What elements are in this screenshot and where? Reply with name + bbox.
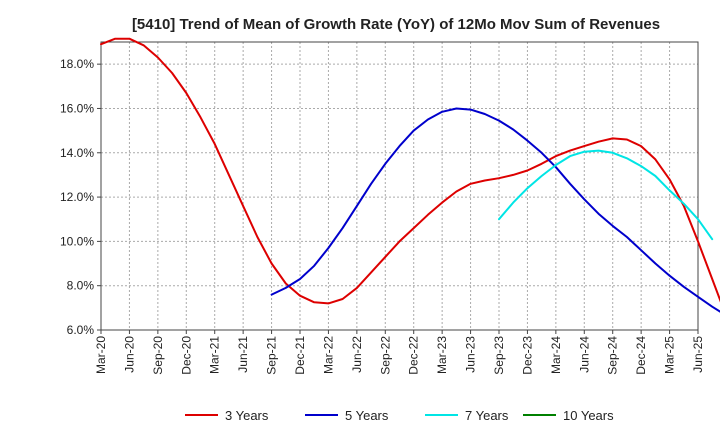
x-tick-label: Jun-22 (350, 336, 364, 373)
x-tick-label: Mar-22 (321, 336, 335, 374)
legend-label: 3 Years (225, 408, 269, 423)
x-tick-label: Mar-24 (549, 336, 563, 374)
legend-label: 5 Years (345, 408, 389, 423)
chart-title: [5410] Trend of Mean of Growth Rate (YoY… (132, 16, 660, 33)
legend-item: 3 Years (185, 408, 269, 423)
x-tick-label: Mar-25 (663, 336, 677, 374)
x-tick-label: Jun-24 (577, 336, 591, 373)
x-tick-label: Sep-24 (606, 336, 620, 375)
y-tick-label: 16.0% (60, 101, 94, 115)
legend: 3 Years 5 Years 7 Years 10 Years (185, 408, 614, 423)
series-line-7-years (498, 149, 714, 241)
x-tick-label: Mar-23 (435, 336, 449, 374)
x-tick-label: Jun-21 (236, 336, 250, 373)
y-tick-label: 18.0% (60, 57, 94, 71)
legend-label: 7 Years (465, 408, 509, 423)
plot-area: Mar-20 Jun-20 Sep-20 Dec-20 Mar-21 Jun-21 Sep-… (60, 37, 720, 375)
x-tick-label: Mar-20 (94, 336, 108, 374)
x-tick-label: Dec-21 (293, 336, 307, 375)
legend-label: 10 Years (563, 408, 614, 423)
plot-frame (100, 41, 699, 331)
x-tick-label: Jun-20 (122, 336, 136, 373)
y-tick-label: 8.0% (67, 279, 95, 293)
y-tick-label: 10.0% (60, 234, 94, 248)
x-tick-label: Sep-21 (265, 336, 279, 375)
y-tick-label: 6.0% (67, 323, 95, 337)
legend-item: 10 Years (523, 408, 614, 423)
x-tick-label: Sep-22 (378, 336, 392, 375)
y-tick-label: 12.0% (60, 190, 94, 204)
x-tick-label: Dec-24 (634, 336, 648, 375)
x-tick-label: Sep-23 (492, 336, 506, 375)
series-line-3-years (100, 37, 720, 305)
legend-item: 7 Years (425, 408, 509, 423)
x-tick-label: Dec-22 (407, 336, 421, 375)
x-tick-label: Jun-23 (464, 336, 478, 373)
x-tick-label: Dec-20 (179, 336, 193, 375)
x-tick-label: Mar-21 (208, 336, 222, 374)
y-tick-label: 14.0% (60, 146, 94, 160)
x-tick-label: Dec-23 (520, 336, 534, 375)
x-tick-label: Sep-20 (151, 336, 165, 375)
legend-item: 5 Years (305, 408, 389, 423)
x-tick-label: Jun-25 (691, 336, 705, 373)
series-line-5-years (270, 107, 720, 313)
